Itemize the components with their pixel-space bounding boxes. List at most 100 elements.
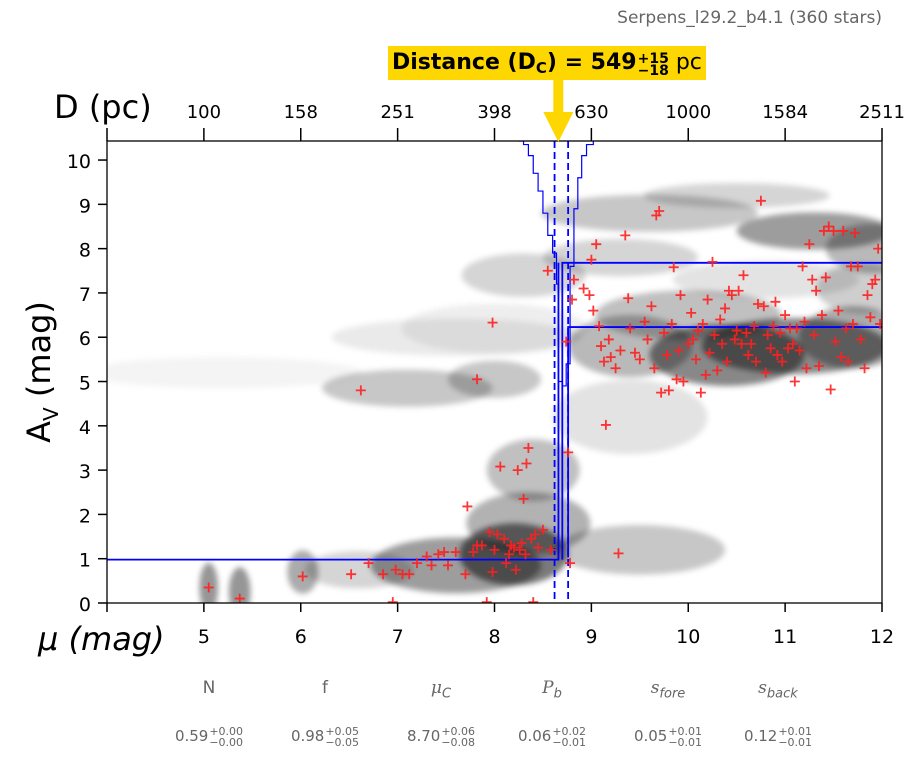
star-point [823,221,834,232]
star-point [814,361,825,372]
y-tick-label: 8 [79,240,91,262]
star-point [855,334,866,345]
y-tick-label: 2 [79,505,91,527]
y-tick-label: 5 [79,373,91,395]
banner-err-minus: −18 [637,63,669,79]
top-tick-label: 1000 [665,102,711,123]
param-err-minus: −0.08 [441,736,476,749]
density-blob [643,183,830,208]
star-point [717,338,728,349]
star-point [625,323,636,334]
x-tick-label: 6 [295,626,307,648]
param-value-number: 8.70 [406,727,441,745]
param-0: N 0.59 +0.00 −0.00 [154,676,264,748]
star-point [450,547,461,558]
param-subscript: C [441,686,452,702]
param-err-minus: −0.01 [778,736,813,749]
param-value: 0.05 +0.01 −0.01 [613,726,723,748]
star-point [733,285,744,296]
param-name: N [202,678,216,698]
star-point [460,569,471,580]
star-point [598,356,609,367]
star-point [794,345,805,356]
star-point [346,569,357,580]
x-tick-label: 12 [870,626,894,648]
x-tick-label: 11 [773,626,797,648]
star-point [780,310,791,321]
star-point [862,290,873,301]
star-point [234,593,245,603]
star-point [623,293,634,304]
density-blob [542,238,698,277]
star-point [762,330,773,341]
param-errors: +0.01 −0.01 [778,726,812,748]
param-subscript: back [766,686,798,702]
star-point [421,551,432,562]
top-tick-label: 158 [284,102,318,123]
star-point [712,365,723,376]
top-tick-label: 1584 [762,102,808,123]
y-tick-label: 3 [79,461,91,483]
star-point [387,597,398,603]
star-point [702,294,713,305]
star-point [675,290,686,301]
star-point [722,356,732,367]
star-point [807,274,818,285]
y-tick-label: 9 [79,195,91,217]
param-symbol: μ [430,678,442,698]
param-value-number: 0.59 [174,727,209,745]
param-value: 0.98 +0.05 −0.05 [270,726,380,748]
star-point [412,558,422,569]
density-blob [228,567,251,603]
star-point [521,458,532,469]
star-point [843,356,854,367]
param-errors: +0.06 −0.08 [441,726,475,748]
star-point [816,310,827,321]
banner-subscript: C [535,59,547,77]
star-point [753,299,763,310]
density-blob [816,263,882,314]
star-point [584,290,595,301]
param-name: sfore [613,676,723,701]
star-point [833,305,844,316]
top-tick-label: 398 [477,102,511,123]
star-point [586,254,597,265]
star-point [600,419,611,430]
param-err-minus: −0.01 [552,736,587,749]
param-value-number: 0.12 [743,727,778,745]
star-point [504,549,515,560]
y-tick-label: 7 [79,284,91,306]
y-tick-label: 0 [79,594,91,616]
param-value-number: 0.98 [290,727,325,745]
x-tick-label: 10 [676,626,700,648]
y-axis-title: AV (mag) [20,301,63,443]
star-point [760,367,771,378]
param-name: Pb [497,676,607,701]
star-point [594,321,605,332]
star-point [736,338,747,349]
param-1: f 0.98 +0.05 −0.05 [270,676,380,748]
star-point [875,318,882,329]
star-point [615,345,626,356]
star-point [820,272,831,283]
arrow-head [543,112,574,142]
star-point [355,385,366,396]
star-point [830,336,841,347]
star-point [613,548,624,559]
star-point [654,205,665,216]
star-point [731,325,742,336]
star-point [777,356,788,367]
star-point [692,325,703,336]
param-3: Pb 0.06 +0.02 −0.01 [497,676,607,748]
param-value: 0.12 +0.01 −0.01 [723,726,833,748]
star-point [666,318,677,329]
distance-banner: Distance (DC) = 549 +15 −18 pc [388,46,706,80]
star-point [462,501,473,512]
star-point [578,283,589,294]
star-point [426,560,437,571]
star-point [801,363,812,374]
star-point [514,544,525,555]
star-point [468,547,479,558]
star-point [768,321,779,332]
